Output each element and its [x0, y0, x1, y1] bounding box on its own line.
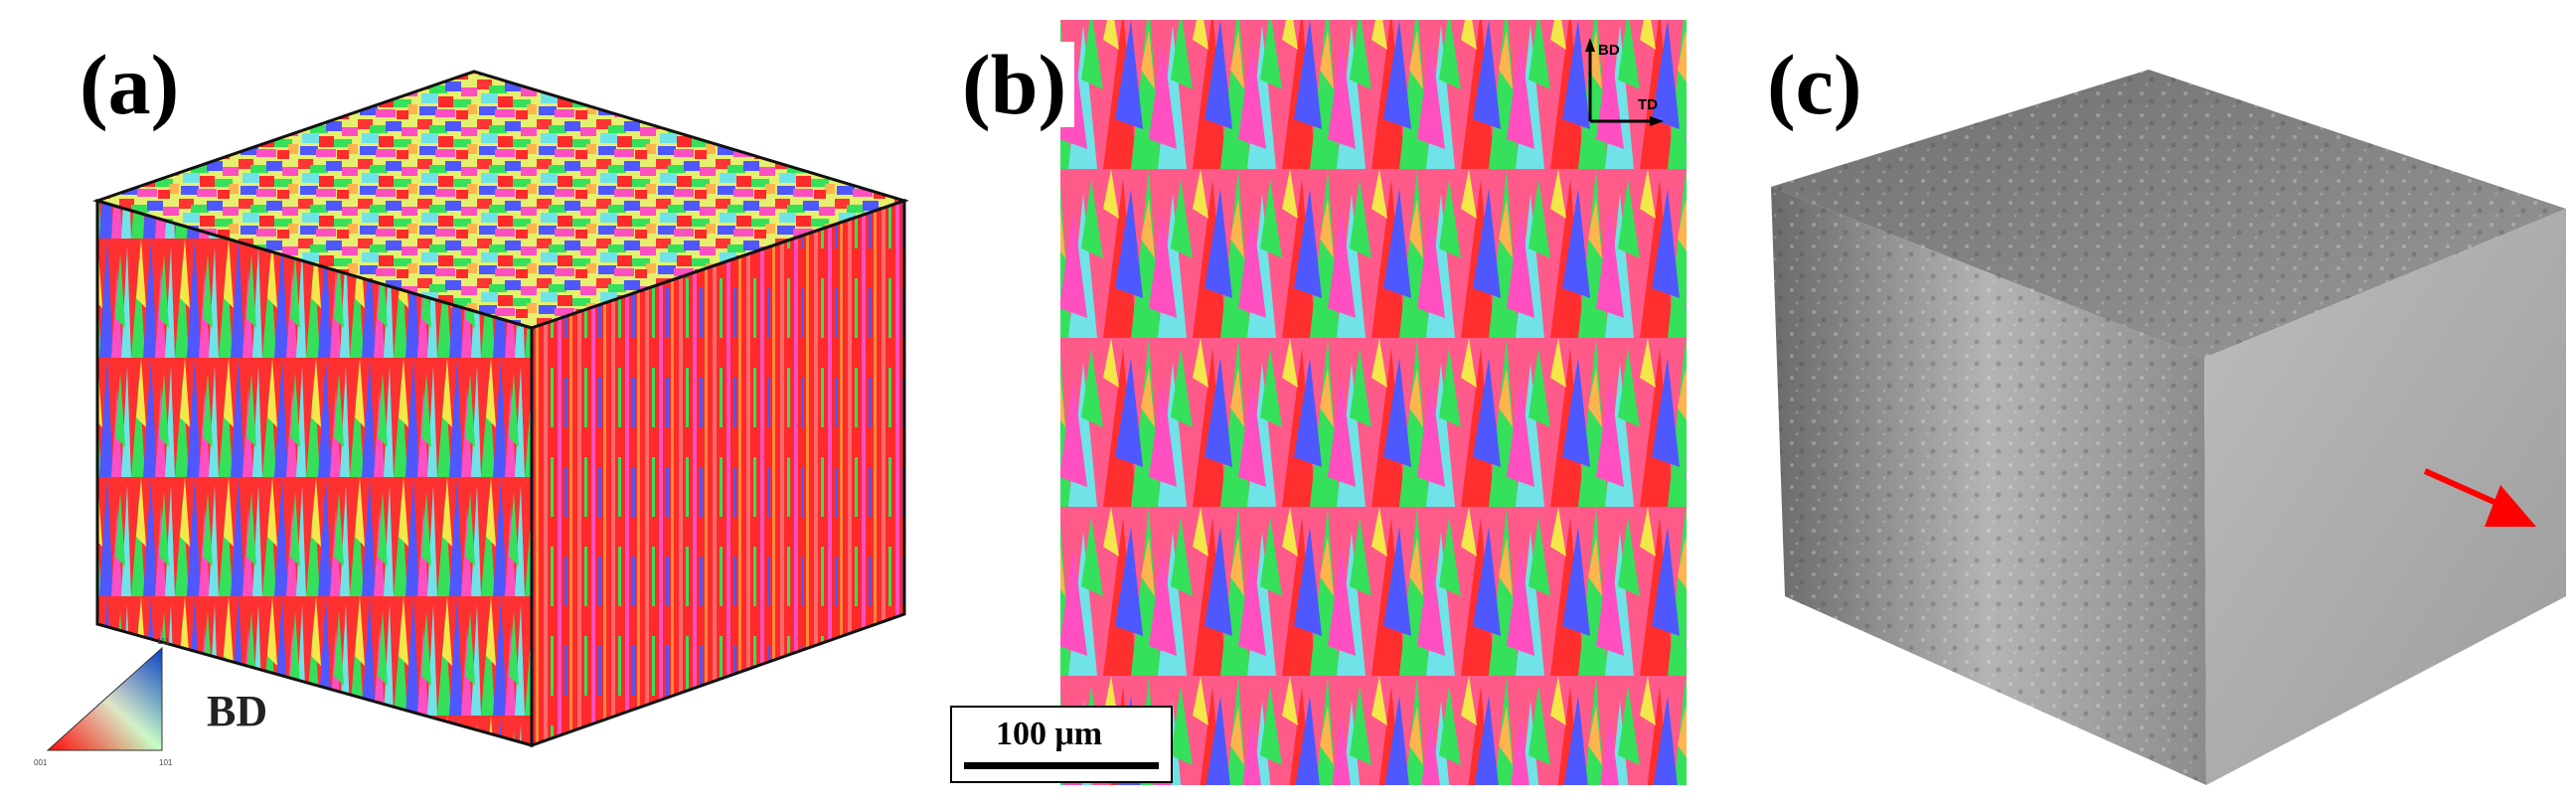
panel-b-label: (b) — [954, 42, 1075, 127]
panel-c-label: (c) — [1767, 37, 1862, 132]
scale-bar-box: 100 μm — [950, 706, 1173, 783]
panel-b: BD TD (b) 100 μm — [924, 0, 1699, 803]
scale-bar-label: 100 μm — [996, 716, 1103, 752]
ipf-corner-111: 111 — [157, 637, 170, 646]
scale-bar-line — [964, 762, 1159, 769]
surface-cube — [1771, 70, 2566, 785]
panel-c: (c) — [1699, 0, 2576, 803]
ipf-corner-101: 101 — [159, 758, 173, 767]
ipf-corner-001: 001 — [34, 758, 48, 767]
ipf-map-image — [1060, 20, 1687, 785]
red-arrow — [2423, 468, 2536, 527]
axis-bd-label: BD — [1598, 42, 1620, 59]
ipf-cube: 001 101 111 — [34, 70, 909, 767]
ipf-key-bd-label: BD — [207, 687, 268, 735]
axis-td-label: TD — [1638, 96, 1658, 113]
panel-a-label: (a) — [80, 37, 180, 132]
cube-right-face — [530, 198, 906, 748]
ipf-color-triangle: 001 101 111 — [34, 637, 173, 767]
panel-a: (a) — [0, 0, 924, 803]
sample-axes: BD TD — [1585, 38, 1664, 126]
ipf-map: BD TD — [1060, 20, 1687, 785]
surface-right-face — [2204, 209, 2566, 785]
